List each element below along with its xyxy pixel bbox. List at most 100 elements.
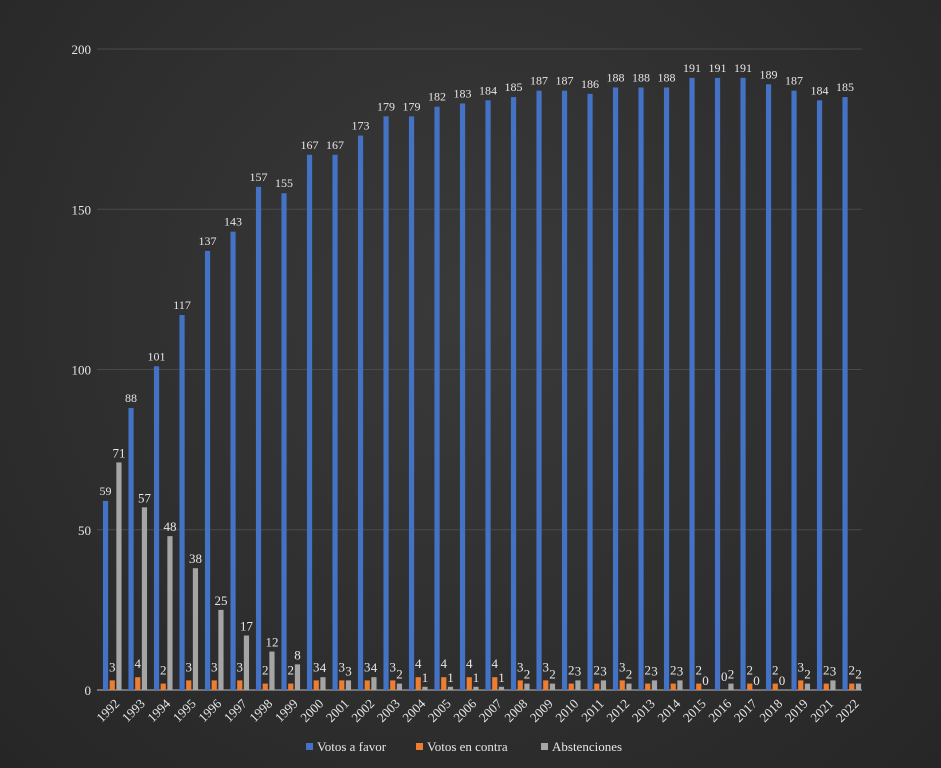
- data-label: 137: [199, 234, 217, 248]
- data-label: 17: [240, 619, 254, 634]
- data-label: 2: [696, 663, 703, 678]
- data-label: 2: [594, 663, 601, 678]
- bar-abstenciones: [192, 568, 199, 690]
- data-label: 2: [262, 663, 269, 678]
- bar-abstenciones: [855, 683, 862, 690]
- bar-votos-a-favor: [485, 100, 491, 690]
- data-label: 183: [454, 86, 472, 100]
- bar-votos-en-contra: [849, 683, 855, 690]
- data-label: 3: [677, 663, 684, 678]
- x-tick-label: 2015: [680, 696, 709, 725]
- bar-abstenciones: [141, 507, 148, 690]
- bar-abstenciones: [473, 686, 479, 690]
- bar-votos-en-contra: [670, 683, 676, 690]
- data-label: 117: [173, 298, 191, 312]
- bar-votos-en-contra: [313, 680, 319, 690]
- data-label: 3: [237, 659, 244, 674]
- data-label: 2: [524, 667, 531, 682]
- data-label: 57: [138, 490, 152, 505]
- bar-abstenciones: [651, 680, 658, 690]
- bar-votos-a-favor: [765, 84, 772, 690]
- data-label: 191: [709, 61, 727, 75]
- bar-votos-en-contra: [262, 683, 268, 690]
- x-tick-label: 2021: [807, 696, 836, 725]
- bar-votos-a-favor: [357, 135, 364, 690]
- bar-abstenciones: [626, 683, 632, 690]
- data-label: 2: [160, 663, 167, 678]
- x-tick-label: 2005: [425, 696, 454, 725]
- data-label: 2: [849, 663, 856, 678]
- legend-label: Abstenciones: [552, 739, 622, 754]
- data-label: 143: [224, 215, 242, 229]
- data-label: 2: [728, 667, 735, 682]
- data-label: 3: [345, 663, 352, 678]
- legend-label: Votos en contra: [427, 739, 508, 754]
- bar-abstenciones: [345, 680, 352, 690]
- data-label: 186: [581, 77, 599, 91]
- x-tick-label: 2008: [501, 696, 530, 725]
- bar-votos-a-favor: [102, 500, 109, 690]
- data-label: 188: [632, 70, 650, 84]
- bar-votos-a-favor: [306, 154, 313, 690]
- data-label: 3: [109, 659, 116, 674]
- bar-votos-a-favor: [383, 116, 389, 691]
- data-label: 184: [479, 83, 497, 97]
- data-label: 188: [658, 70, 676, 84]
- bar-votos-a-favor: [179, 315, 185, 690]
- bar-abstenciones: [320, 677, 326, 690]
- bar-votos-en-contra: [364, 680, 370, 690]
- data-label: 3: [830, 663, 837, 678]
- bar-votos-a-favor: [332, 154, 338, 690]
- bar-votos-en-contra: [798, 680, 804, 690]
- bar-votos-en-contra: [696, 683, 702, 690]
- bar-votos-en-contra: [594, 683, 600, 690]
- data-label: 167: [301, 138, 319, 152]
- bar-votos-en-contra: [543, 680, 549, 690]
- bar-abstenciones: [218, 609, 224, 690]
- x-tick-label: 2011: [578, 696, 607, 725]
- x-tick-label: 1992: [93, 696, 122, 725]
- data-label: 0: [779, 673, 786, 688]
- x-tick-label: 2013: [629, 696, 658, 725]
- data-label: 155: [275, 176, 293, 190]
- data-label: 2: [855, 667, 862, 682]
- x-tick-label: 1998: [246, 696, 275, 725]
- bar-votos-a-favor: [561, 90, 568, 691]
- data-label: 88: [125, 391, 137, 405]
- x-tick-label: 2018: [756, 696, 785, 725]
- bar-abstenciones: [269, 651, 275, 690]
- data-label: 2: [670, 663, 677, 678]
- x-tick-label: 2007: [476, 696, 505, 725]
- data-label: 157: [250, 170, 268, 184]
- legend-label: Votos a favor: [317, 739, 387, 754]
- data-label: 3: [619, 659, 626, 674]
- x-tick-label: 1996: [195, 696, 224, 725]
- data-label: 187: [785, 74, 803, 88]
- data-label: 3: [798, 659, 805, 674]
- bar-votos-a-favor: [510, 97, 517, 690]
- bar-abstenciones: [422, 686, 428, 690]
- data-label: 8: [294, 647, 301, 662]
- data-label: 4: [135, 656, 142, 671]
- x-tick-label: 2006: [450, 696, 479, 725]
- bar-abstenciones: [600, 680, 607, 690]
- bar-votos-en-contra: [390, 680, 396, 690]
- bar-abstenciones: [167, 536, 173, 690]
- data-label: 185: [836, 80, 854, 94]
- x-tick-label: 2014: [654, 696, 683, 725]
- bar-abstenciones: [371, 677, 377, 690]
- x-tick-label: 2010: [552, 696, 581, 725]
- bar-abstenciones: [498, 686, 505, 690]
- x-tick-label: 2009: [527, 696, 556, 725]
- bar-votos-a-favor: [842, 97, 848, 690]
- data-label: 2: [823, 663, 830, 678]
- bar-votos-a-favor: [434, 106, 440, 690]
- x-tick-label: 2001: [323, 696, 352, 725]
- x-tick-label: 2004: [399, 696, 428, 725]
- data-label: 0: [753, 673, 760, 688]
- bar-votos-en-contra: [492, 677, 498, 690]
- x-tick-label: 1999: [272, 696, 301, 725]
- data-label: 191: [683, 61, 701, 75]
- data-label: 4: [320, 660, 327, 675]
